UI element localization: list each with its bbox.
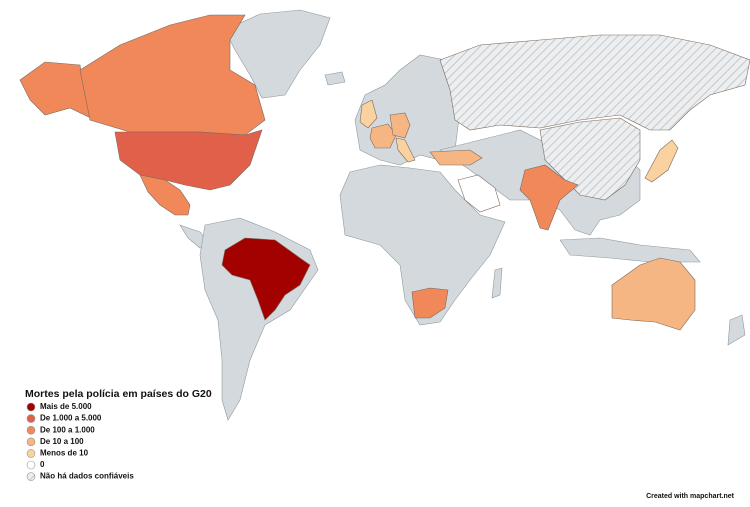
italy — [395, 137, 416, 163]
india — [519, 164, 579, 231]
germany — [389, 112, 411, 139]
united-kingdom — [359, 99, 378, 129]
greenland — [224, 9, 331, 99]
south-africa — [411, 287, 449, 319]
turkey — [429, 149, 483, 166]
legend-label: De 10 a 100 — [40, 437, 84, 446]
new-zealand — [727, 314, 746, 346]
legend-swatch — [26, 414, 36, 423]
legend-label: De 100 a 1.000 — [40, 425, 95, 434]
australia — [611, 257, 696, 331]
legend-swatch — [26, 472, 36, 481]
madagascar — [491, 267, 503, 299]
saudi-arabia — [457, 174, 501, 213]
legend-label: De 1.000 a 5.000 — [40, 414, 102, 423]
credit: Created with mapchart.net — [646, 493, 735, 500]
legend-swatch — [26, 437, 36, 447]
brazil — [221, 237, 311, 321]
indonesia — [559, 237, 701, 263]
legend-title: Mortes pela polícia em países do G20 — [25, 388, 212, 400]
legend-swatch — [26, 460, 36, 470]
legend-swatch — [26, 425, 36, 435]
legend-swatch — [26, 402, 36, 412]
mexico — [139, 174, 191, 216]
legend-label: Mais de 5.000 — [40, 402, 92, 411]
legend-label: 0 — [40, 460, 45, 469]
countries — [19, 14, 750, 331]
legend-swatch — [26, 449, 36, 458]
legend: Mortes pela polícia em países do G20 Mai… — [25, 388, 212, 481]
japan — [644, 139, 679, 183]
legend-label: Menos de 10 — [40, 449, 89, 458]
canada — [79, 14, 266, 136]
china — [539, 117, 641, 201]
africa — [339, 164, 506, 326]
russia — [439, 34, 750, 131]
united-states — [114, 129, 263, 191]
france — [369, 123, 397, 149]
iceland — [324, 71, 346, 86]
legend-label: Não há dados confiáveis — [40, 472, 134, 481]
